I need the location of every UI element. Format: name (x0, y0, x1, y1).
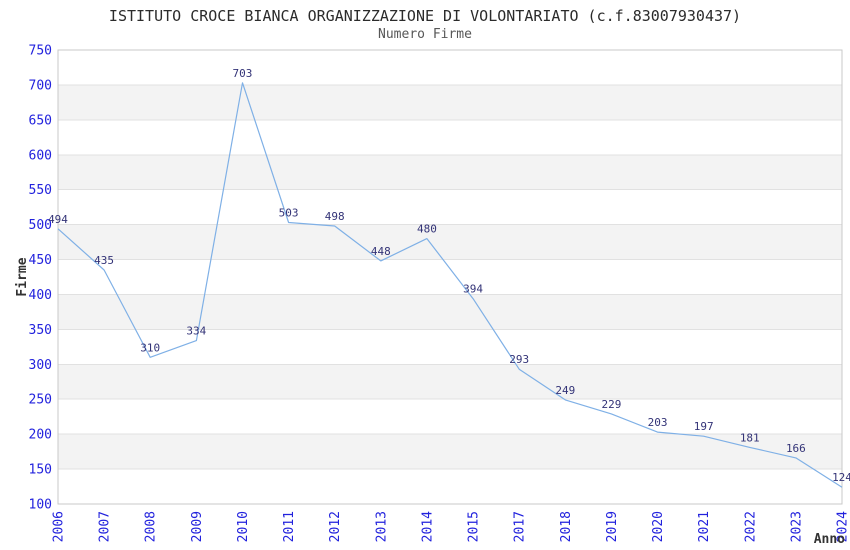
y-tick-label: 250 (29, 393, 52, 408)
data-point-label: 703 (233, 67, 253, 80)
y-tick-label: 750 (29, 44, 52, 59)
y-tick-label: 400 (29, 288, 52, 303)
data-point-label: 249 (555, 384, 575, 397)
y-tick-label: 300 (29, 358, 52, 373)
x-tick-label: 2024 (836, 511, 850, 542)
y-tick-label: 150 (29, 463, 52, 478)
zebra-band (58, 154, 842, 190)
x-tick-label: 2010 (236, 511, 251, 542)
data-point-labels: 494 435 310 334 703 503 498 448 480 394 293 249 229 2… (48, 67, 850, 484)
x-axis-title: Anno (814, 532, 845, 547)
y-tick-label: 450 (29, 253, 52, 268)
x-tick-label: 2007 (98, 511, 113, 542)
zebra-band (58, 364, 842, 400)
data-point-label: 197 (694, 420, 714, 433)
chart-subtitle: Numero Firme (378, 27, 472, 42)
y-tick-label: 550 (29, 183, 52, 198)
x-tick-label: 2006 (52, 511, 67, 542)
data-point-label: 498 (325, 210, 345, 223)
x-tick-label: 2019 (605, 511, 620, 542)
x-tick-label: 2018 (559, 511, 574, 542)
x-tick-label: 2014 (420, 511, 435, 542)
y-tick-label: 350 (29, 323, 52, 338)
y-tick-label: 650 (29, 113, 52, 128)
x-tick-label: 2022 (743, 511, 758, 542)
x-tick-label: 2023 (789, 511, 804, 542)
x-tick-label: 2021 (697, 511, 712, 542)
x-tick-label: 2012 (328, 511, 343, 542)
data-point-label: 334 (186, 325, 206, 338)
firme-series-line (57, 82, 843, 488)
x-tick-label: 2020 (651, 511, 666, 542)
x-tick-label: 2017 (513, 511, 528, 542)
x-tick-label: 2015 (467, 511, 482, 542)
data-point-label: 448 (371, 245, 391, 258)
x-tick-label: 2009 (190, 511, 205, 542)
data-point-label: 229 (601, 398, 621, 411)
data-point-label: 181 (740, 431, 760, 444)
data-point-label: 124 (832, 471, 850, 484)
zebra-band (58, 84, 842, 120)
zebra-band (58, 294, 842, 330)
data-point-label: 503 (279, 207, 299, 220)
data-point-label: 293 (509, 353, 529, 366)
y-tick-label: 500 (29, 218, 52, 233)
y-tick-label: 700 (29, 78, 52, 93)
data-point-label: 494 (48, 213, 68, 226)
y-axis-title: Firme (15, 257, 30, 296)
x-tick-label: 2013 (374, 511, 389, 542)
zebra-bands (58, 84, 842, 470)
data-point-label: 435 (94, 254, 114, 267)
x-tick-label: 2011 (282, 511, 297, 542)
data-point-label: 166 (786, 442, 806, 455)
data-point-label: 203 (648, 416, 668, 429)
x-tick-label: 2008 (144, 511, 159, 542)
y-tick-label: 600 (29, 148, 52, 163)
data-point-label: 480 (417, 223, 437, 236)
zebra-band (58, 434, 842, 470)
data-point-label: 394 (463, 283, 483, 296)
y-axis-tick-labels: 750 700 650 600 550 500 450 400 350 300 250 200 150 1… (29, 44, 52, 513)
y-tick-label: 200 (29, 428, 52, 443)
chart-title: ISTITUTO CROCE BIANCA ORGANIZZAZIONE DI … (108, 7, 742, 25)
horizontal-gridlines (58, 84, 842, 470)
data-point-label: 310 (140, 341, 160, 354)
x-axis-tick-labels: 2006 2007 2008 2009 2010 2011 2012 2013 2014 2015… (52, 511, 850, 542)
y-tick-label: 100 (29, 498, 52, 513)
zebra-band (58, 224, 842, 260)
plot-frame (57, 49, 843, 505)
